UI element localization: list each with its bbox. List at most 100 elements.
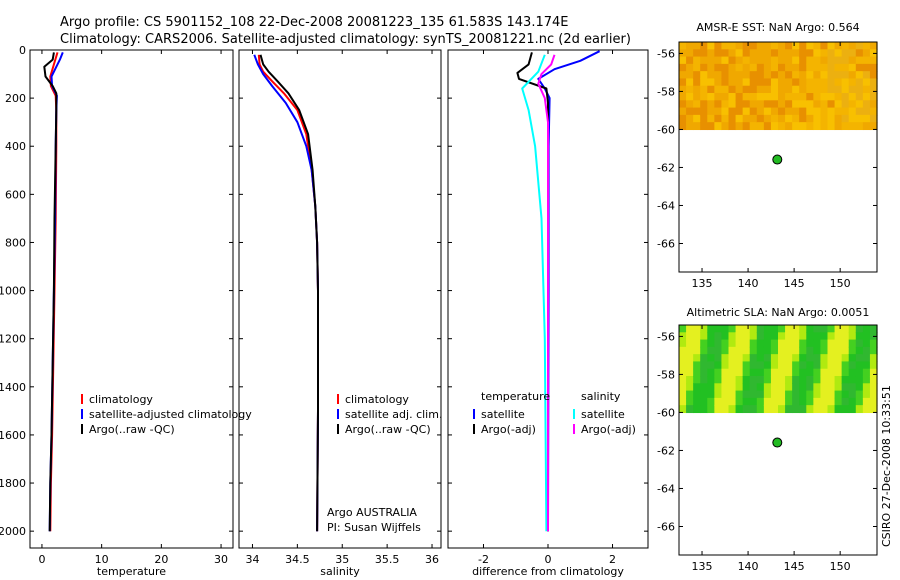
map-cell bbox=[700, 376, 708, 384]
map-cell bbox=[686, 383, 694, 392]
map-cell bbox=[721, 63, 730, 72]
map-cell bbox=[813, 397, 822, 406]
map-cell bbox=[862, 56, 871, 65]
map-cell bbox=[749, 368, 758, 377]
map-cell bbox=[707, 49, 715, 58]
map-cell bbox=[806, 325, 814, 333]
map-cell bbox=[735, 346, 744, 355]
map-cell bbox=[749, 56, 758, 65]
map-cell bbox=[855, 78, 864, 87]
map-cell bbox=[770, 405, 779, 414]
x-tick-label: 35.5 bbox=[375, 553, 400, 566]
map-cell bbox=[813, 71, 822, 80]
map-cell bbox=[785, 376, 793, 384]
map-cell bbox=[806, 346, 814, 355]
x-tick-label: 34 bbox=[245, 553, 259, 566]
map-cell bbox=[834, 361, 843, 370]
map-cell bbox=[735, 397, 744, 406]
map-cell bbox=[749, 63, 758, 72]
y-tick-label: 400 bbox=[5, 140, 26, 153]
map-cell bbox=[799, 114, 807, 123]
map-cell bbox=[834, 383, 843, 392]
map-cell bbox=[679, 390, 687, 399]
map-cell bbox=[721, 49, 730, 58]
map-cell bbox=[763, 85, 772, 94]
map-cell bbox=[862, 332, 871, 341]
x-tick-label: 30 bbox=[214, 553, 228, 566]
map-cell bbox=[749, 122, 758, 131]
map-cell bbox=[841, 390, 850, 399]
map-cell bbox=[686, 332, 694, 341]
map-cell bbox=[735, 107, 744, 116]
map-cell bbox=[707, 71, 715, 80]
map-cell bbox=[770, 325, 779, 333]
map-title: Altimetric SLA: NaN Argo: 0.0051 bbox=[687, 306, 870, 319]
map-cell bbox=[785, 325, 793, 333]
x-tick-label: 0 bbox=[38, 553, 45, 566]
map-cell bbox=[799, 354, 807, 363]
map-cell bbox=[721, 122, 730, 131]
map-x-tick-label: 150 bbox=[830, 277, 851, 290]
map-cell bbox=[820, 71, 829, 80]
map-cell bbox=[700, 63, 708, 72]
map-cell bbox=[721, 325, 730, 333]
map-cell bbox=[778, 405, 786, 414]
map-cell bbox=[693, 397, 701, 406]
map-cell bbox=[679, 325, 687, 333]
map-cell bbox=[763, 390, 772, 399]
map-cell bbox=[714, 42, 723, 50]
map-cell bbox=[799, 122, 807, 131]
map-cell bbox=[770, 114, 779, 123]
map-cell bbox=[770, 354, 779, 363]
map-cell bbox=[848, 114, 857, 123]
annotation-text: PI: Susan Wijffels bbox=[327, 521, 421, 534]
map-cell bbox=[735, 361, 744, 370]
map-cell bbox=[778, 85, 786, 94]
map-cell bbox=[700, 114, 708, 123]
map-cell bbox=[841, 346, 850, 355]
map-cell bbox=[679, 63, 687, 72]
map-cell bbox=[721, 354, 730, 363]
map-cell bbox=[785, 93, 793, 101]
map-cell bbox=[756, 100, 765, 109]
map-cell bbox=[827, 71, 836, 80]
map-cell bbox=[827, 100, 836, 109]
map-y-tick-label: -58 bbox=[657, 85, 675, 98]
map-cell bbox=[742, 42, 751, 50]
map-cell bbox=[742, 368, 751, 377]
map-cell bbox=[785, 346, 793, 355]
map-cell bbox=[806, 339, 814, 348]
map-cell bbox=[686, 114, 694, 123]
map-cell bbox=[848, 42, 857, 50]
map-cell bbox=[855, 346, 864, 355]
map-cell bbox=[820, 122, 829, 131]
map-cell bbox=[700, 368, 708, 377]
x-tick-label: 36 bbox=[425, 553, 439, 566]
map-y-tick-label: -64 bbox=[657, 199, 675, 212]
map-cell bbox=[742, 332, 751, 341]
map-cell bbox=[686, 122, 694, 131]
map-cell bbox=[770, 56, 779, 65]
map-cell bbox=[848, 122, 857, 131]
map-cell bbox=[869, 56, 878, 65]
argo-profile-location-marker bbox=[772, 437, 783, 448]
map-cell bbox=[827, 122, 836, 131]
map-cell bbox=[742, 354, 751, 363]
series-line-satellite-adj-clim- bbox=[253, 54, 319, 532]
map-cell bbox=[742, 49, 751, 58]
map-cell bbox=[806, 42, 814, 50]
map-cell bbox=[806, 93, 814, 101]
map-cell bbox=[820, 63, 829, 72]
map-cell bbox=[862, 107, 871, 116]
figure-title-line2: Climatology: CARS2006. Satellite-adjuste… bbox=[60, 32, 631, 47]
map-cell bbox=[679, 71, 687, 80]
map-cell bbox=[869, 354, 878, 363]
map-cell bbox=[714, 100, 723, 109]
map-cell bbox=[806, 56, 814, 65]
map-cell bbox=[799, 383, 807, 392]
map-cell bbox=[869, 107, 878, 116]
map-cell bbox=[778, 368, 786, 377]
map-cell bbox=[749, 376, 758, 384]
map-cell bbox=[855, 100, 864, 109]
